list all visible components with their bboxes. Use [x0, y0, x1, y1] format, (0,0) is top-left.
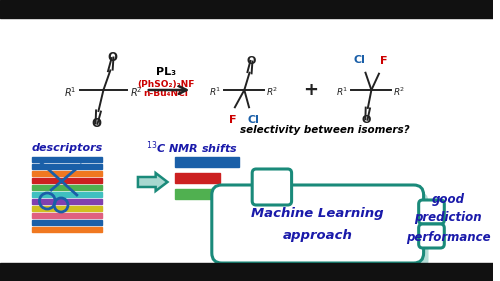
Text: R$^1$: R$^1$	[64, 85, 76, 99]
Bar	[32, 213, 102, 218]
Text: O: O	[362, 115, 371, 124]
Text: O: O	[246, 56, 256, 66]
Text: Machine Learning: Machine Learning	[252, 207, 384, 221]
FancyBboxPatch shape	[252, 169, 292, 205]
Text: Cl: Cl	[354, 55, 366, 65]
Text: R$^2$: R$^2$	[130, 85, 142, 99]
Text: R$^2$: R$^2$	[394, 86, 405, 98]
Text: n-Bu₄NCl: n-Bu₄NCl	[143, 90, 188, 99]
Bar	[176, 157, 240, 167]
Bar	[32, 171, 102, 176]
FancyBboxPatch shape	[212, 185, 424, 263]
Bar	[32, 185, 102, 190]
Text: +: +	[303, 81, 318, 99]
Bar	[0, 263, 492, 281]
FancyBboxPatch shape	[418, 200, 444, 224]
Text: approach: approach	[283, 230, 352, 243]
Text: Cl: Cl	[247, 115, 259, 125]
Text: R$^1$: R$^1$	[336, 86, 348, 98]
Bar	[32, 178, 102, 183]
Text: F: F	[380, 56, 388, 66]
FancyBboxPatch shape	[216, 192, 428, 270]
Bar	[32, 164, 102, 169]
Bar	[32, 220, 102, 225]
Text: PL₃: PL₃	[156, 67, 176, 77]
Bar	[0, 0, 492, 18]
FancyArrow shape	[138, 173, 168, 191]
Bar	[32, 206, 102, 211]
Text: $^{13}$C NMR shifts: $^{13}$C NMR shifts	[146, 140, 238, 156]
Bar	[32, 227, 102, 232]
Text: selectivity between isomers?: selectivity between isomers?	[240, 125, 410, 135]
FancyBboxPatch shape	[418, 224, 444, 248]
Text: O: O	[92, 117, 102, 130]
Bar	[176, 189, 230, 199]
Text: R$^1$: R$^1$	[210, 86, 222, 98]
Bar	[32, 192, 102, 197]
Text: O: O	[108, 51, 118, 64]
Bar	[32, 157, 102, 162]
Text: good
prediction
performance: good prediction performance	[406, 192, 490, 244]
Text: F: F	[229, 115, 236, 125]
Bar	[32, 199, 102, 204]
Bar	[413, 204, 424, 244]
Text: (PhSO₂)₂NF: (PhSO₂)₂NF	[137, 80, 194, 89]
Text: descriptors: descriptors	[32, 143, 102, 153]
Bar	[176, 173, 220, 183]
Text: R$^2$: R$^2$	[266, 86, 278, 98]
